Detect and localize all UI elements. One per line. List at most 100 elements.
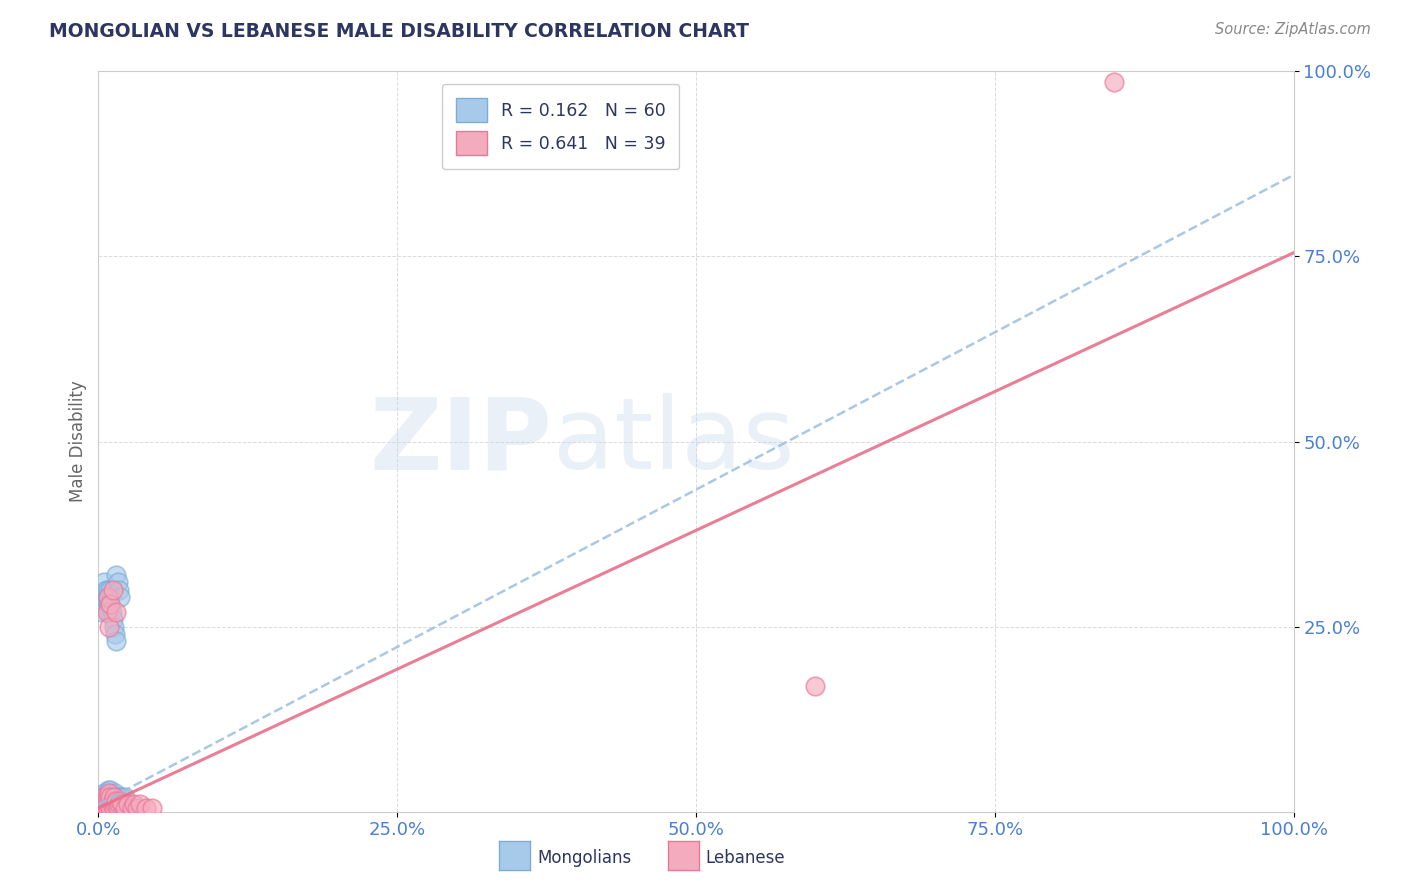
Point <box>100 797 122 812</box>
Point <box>96 605 118 619</box>
Point <box>98 797 122 812</box>
Point <box>98 789 122 804</box>
Point <box>108 797 131 812</box>
Point <box>98 801 122 815</box>
Legend: R = 0.162   N = 60, R = 0.641   N = 39: R = 0.162 N = 60, R = 0.641 N = 39 <box>441 84 679 169</box>
Point <box>105 605 128 619</box>
Point <box>103 801 125 815</box>
Point <box>93 801 115 815</box>
Point <box>98 789 122 804</box>
Point <box>105 567 128 582</box>
Point <box>1104 75 1126 89</box>
Text: atlas: atlas <box>553 393 794 490</box>
Point <box>91 789 114 804</box>
Point <box>107 789 129 804</box>
Point <box>97 797 120 812</box>
Point <box>101 797 124 812</box>
Point <box>94 789 117 804</box>
Text: MONGOLIAN VS LEBANESE MALE DISABILITY CORRELATION CHART: MONGOLIAN VS LEBANESE MALE DISABILITY CO… <box>49 22 749 41</box>
Point <box>103 801 125 815</box>
Point <box>97 598 120 612</box>
Text: ZIP: ZIP <box>370 393 553 490</box>
Point <box>100 794 122 808</box>
Point <box>93 575 115 590</box>
Point <box>93 789 115 804</box>
Point <box>98 794 121 808</box>
Point <box>91 598 114 612</box>
Point <box>107 582 129 597</box>
Point <box>107 797 129 812</box>
Point <box>98 582 122 597</box>
Point <box>108 789 131 804</box>
Point <box>97 789 120 804</box>
Point <box>114 797 136 812</box>
Point <box>101 794 124 808</box>
Point <box>117 797 139 812</box>
Point <box>101 582 124 597</box>
Point <box>98 598 122 612</box>
Point <box>107 797 129 812</box>
Text: Mongolians: Mongolians <box>537 849 631 867</box>
Point <box>93 794 115 808</box>
Text: Source: ZipAtlas.com: Source: ZipAtlas.com <box>1215 22 1371 37</box>
Point <box>124 797 146 812</box>
Point <box>91 801 114 815</box>
Point <box>129 797 152 812</box>
Point <box>98 598 122 612</box>
Point <box>97 801 120 815</box>
Point <box>107 801 129 815</box>
Point <box>93 797 115 812</box>
Point <box>107 801 129 815</box>
Point <box>103 789 125 804</box>
Point <box>94 794 117 808</box>
Y-axis label: Male Disability: Male Disability <box>69 381 87 502</box>
Point <box>97 590 120 604</box>
Point <box>105 794 128 808</box>
Point <box>96 590 118 604</box>
Point <box>104 797 127 812</box>
Point <box>96 789 118 804</box>
Point <box>96 801 118 815</box>
Point <box>114 789 136 804</box>
Point <box>108 794 131 808</box>
Point <box>98 786 121 800</box>
Point <box>804 679 827 693</box>
Point <box>135 801 157 815</box>
Point <box>93 786 115 800</box>
Point <box>112 801 135 815</box>
Point <box>105 801 128 815</box>
Point <box>111 797 134 812</box>
Point <box>104 627 127 641</box>
Point <box>91 605 114 619</box>
Point <box>111 797 134 812</box>
Point <box>100 605 122 619</box>
Point <box>97 782 120 797</box>
Point <box>94 801 117 815</box>
Point <box>98 786 121 800</box>
Point <box>91 797 114 812</box>
Point <box>98 797 121 812</box>
Point <box>97 582 120 597</box>
Point <box>94 582 117 597</box>
Point <box>97 794 120 808</box>
Point <box>96 797 118 812</box>
Point <box>108 590 131 604</box>
Point <box>96 794 118 808</box>
Point <box>105 634 128 648</box>
Point <box>103 619 125 633</box>
Point <box>101 789 124 804</box>
Point <box>93 590 115 604</box>
Point <box>107 575 129 590</box>
Point <box>98 605 121 619</box>
Point <box>100 801 122 815</box>
Point <box>111 789 134 804</box>
Point <box>105 794 128 808</box>
Point <box>103 794 125 808</box>
Point <box>104 797 127 812</box>
Point <box>110 794 132 808</box>
Point <box>101 612 124 626</box>
Point <box>121 801 143 815</box>
Point <box>98 801 121 815</box>
Point <box>110 801 132 815</box>
Point <box>141 801 163 815</box>
